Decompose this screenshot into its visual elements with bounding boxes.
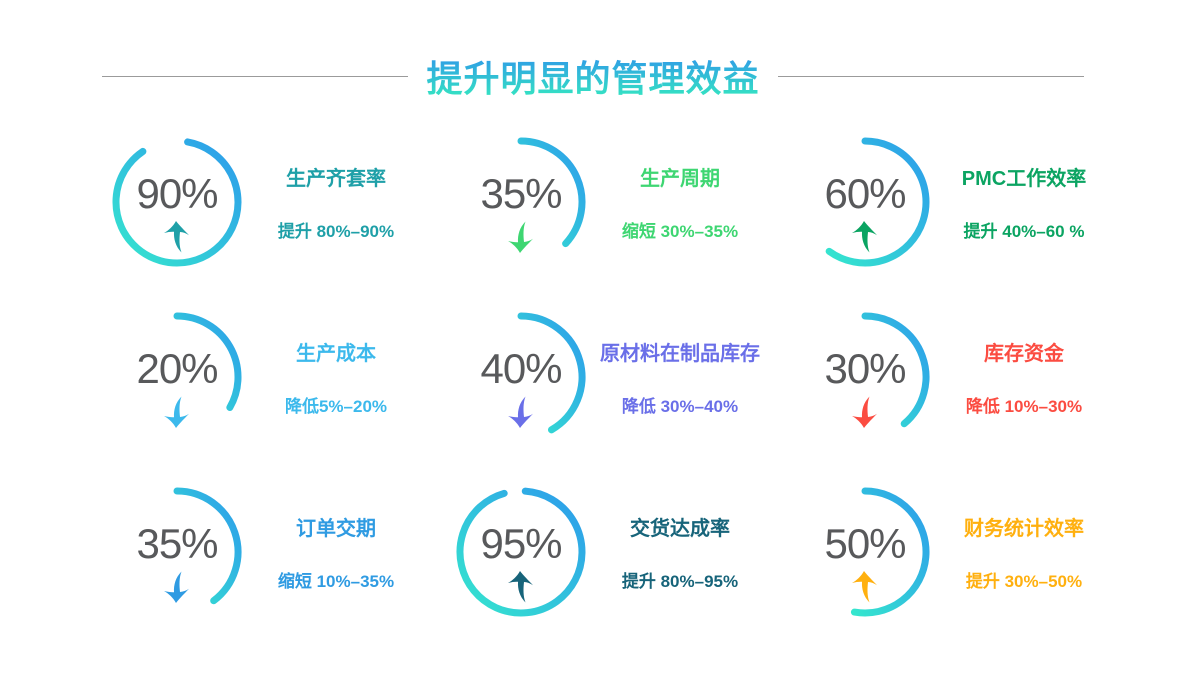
metric-item: 50% 财务统计效率 提升 30%–50% [800,487,1144,662]
metric-title: 交货达成率 [630,518,730,540]
gauge-percent-value: 35% [136,520,218,567]
gauge-ring: 50% [800,487,930,617]
progress-arc [456,487,586,617]
divider-line-right [777,75,1084,77]
metric-item: 60% PMC工作效率 提升 40%–60 % [800,137,1144,312]
progress-arc [861,312,930,428]
gauge-ring: 35% [456,137,586,267]
trend-arrow-down-icon [112,396,242,428]
page-title: 提升明显的管理效益 [426,50,759,102]
slide-header: 提升明显的管理效益 [0,48,1186,104]
metric-item: 35% 生产周期 缩短 30%–35% [456,137,800,312]
gauge-percent-value: 60% [824,170,906,217]
metric-title: PMC工作效率 [961,168,1087,190]
trend-arrow-up-icon [456,571,586,603]
gauge-percent-value: 40% [480,345,562,392]
gauge-ring: 90% [112,137,242,267]
trend-arrow-up-icon [800,571,930,603]
metric-title: 库存资金 [984,343,1064,365]
metric-item: 20% 生产成本 降低5%–20% [112,312,456,487]
metric-labels: 原材料在制品库存 降低 30%–40% [586,312,800,442]
gauge-ring: 40% [456,312,586,442]
metric-title: 生产齐套率 [286,168,386,190]
gauge-ring: 20% [112,312,242,442]
gauge-percent-value: 95% [480,520,562,567]
metric-labels: 财务统计效率 提升 30%–50% [930,487,1144,617]
gauge-percent-value: 35% [480,170,562,217]
metric-labels: 订单交期 缩短 10%–35% [242,487,456,617]
metric-range: 提升 80%–90% [277,222,395,241]
metric-item: 90% 生产齐套率 提升 80%–90% [112,137,456,312]
metric-item: 40% 原材料在制品库存 降低 30%–40% [456,312,800,487]
metric-labels: 交货达成率 提升 80%–95% [586,487,800,617]
metric-range: 提升 80%–95% [621,572,739,591]
progress-arc [517,312,586,434]
trend-arrow-down-icon [800,396,930,428]
metric-item: 95% 交货达成率 提升 80%–95% [456,487,800,662]
metric-range: 降低 10%–30% [965,397,1083,416]
progress-arc [173,487,242,605]
trend-arrow-down-icon [112,571,242,603]
gauge-percent-value: 50% [824,520,906,567]
progress-arc [850,487,930,617]
divider-line-left [102,75,409,77]
metric-grid: 90% 生产齐套率 提升 80%–90% 35% 生产周期 缩短 30%–35%… [112,137,1144,662]
trend-arrow-up-icon [112,221,242,253]
gauge-ring: 30% [800,312,930,442]
metric-title: 原材料在制品库存 [600,343,760,365]
metric-range: 缩短 10%–35% [277,572,395,591]
metric-range: 提升 30%–50% [965,572,1083,591]
gauge-percent-value: 90% [136,170,218,217]
metric-title: 生产周期 [640,168,720,190]
progress-arc [517,137,586,248]
metric-title: 财务统计效率 [964,518,1084,540]
metric-labels: 生产成本 降低5%–20% [242,312,456,442]
gauge-ring: 95% [456,487,586,617]
trend-arrow-up-icon [800,221,930,253]
gauge-ring: 60% [800,137,930,267]
progress-arc [173,312,242,411]
metric-title: 订单交期 [296,518,376,540]
metric-labels: 生产齐套率 提升 80%–90% [242,137,456,267]
metric-labels: 生产周期 缩短 30%–35% [586,137,800,267]
metric-item: 30% 库存资金 降低 10%–30% [800,312,1144,487]
gauge-percent-value: 20% [136,345,218,392]
metric-range: 降低 30%–40% [621,397,739,416]
metric-range: 降低5%–20% [284,397,388,416]
trend-arrow-down-icon [456,396,586,428]
metric-item: 35% 订单交期 缩短 10%–35% [112,487,456,662]
metric-title: 生产成本 [296,343,376,365]
metric-range: 提升 40%–60 % [963,222,1085,241]
trend-arrow-down-icon [456,221,586,253]
gauge-ring: 35% [112,487,242,617]
metric-labels: 库存资金 降低 10%–30% [930,312,1144,442]
gauge-percent-value: 30% [824,345,906,392]
progress-arc [112,138,242,267]
metric-labels: PMC工作效率 提升 40%–60 % [930,137,1144,267]
metric-range: 缩短 30%–35% [621,222,739,241]
progress-arc [825,137,930,267]
